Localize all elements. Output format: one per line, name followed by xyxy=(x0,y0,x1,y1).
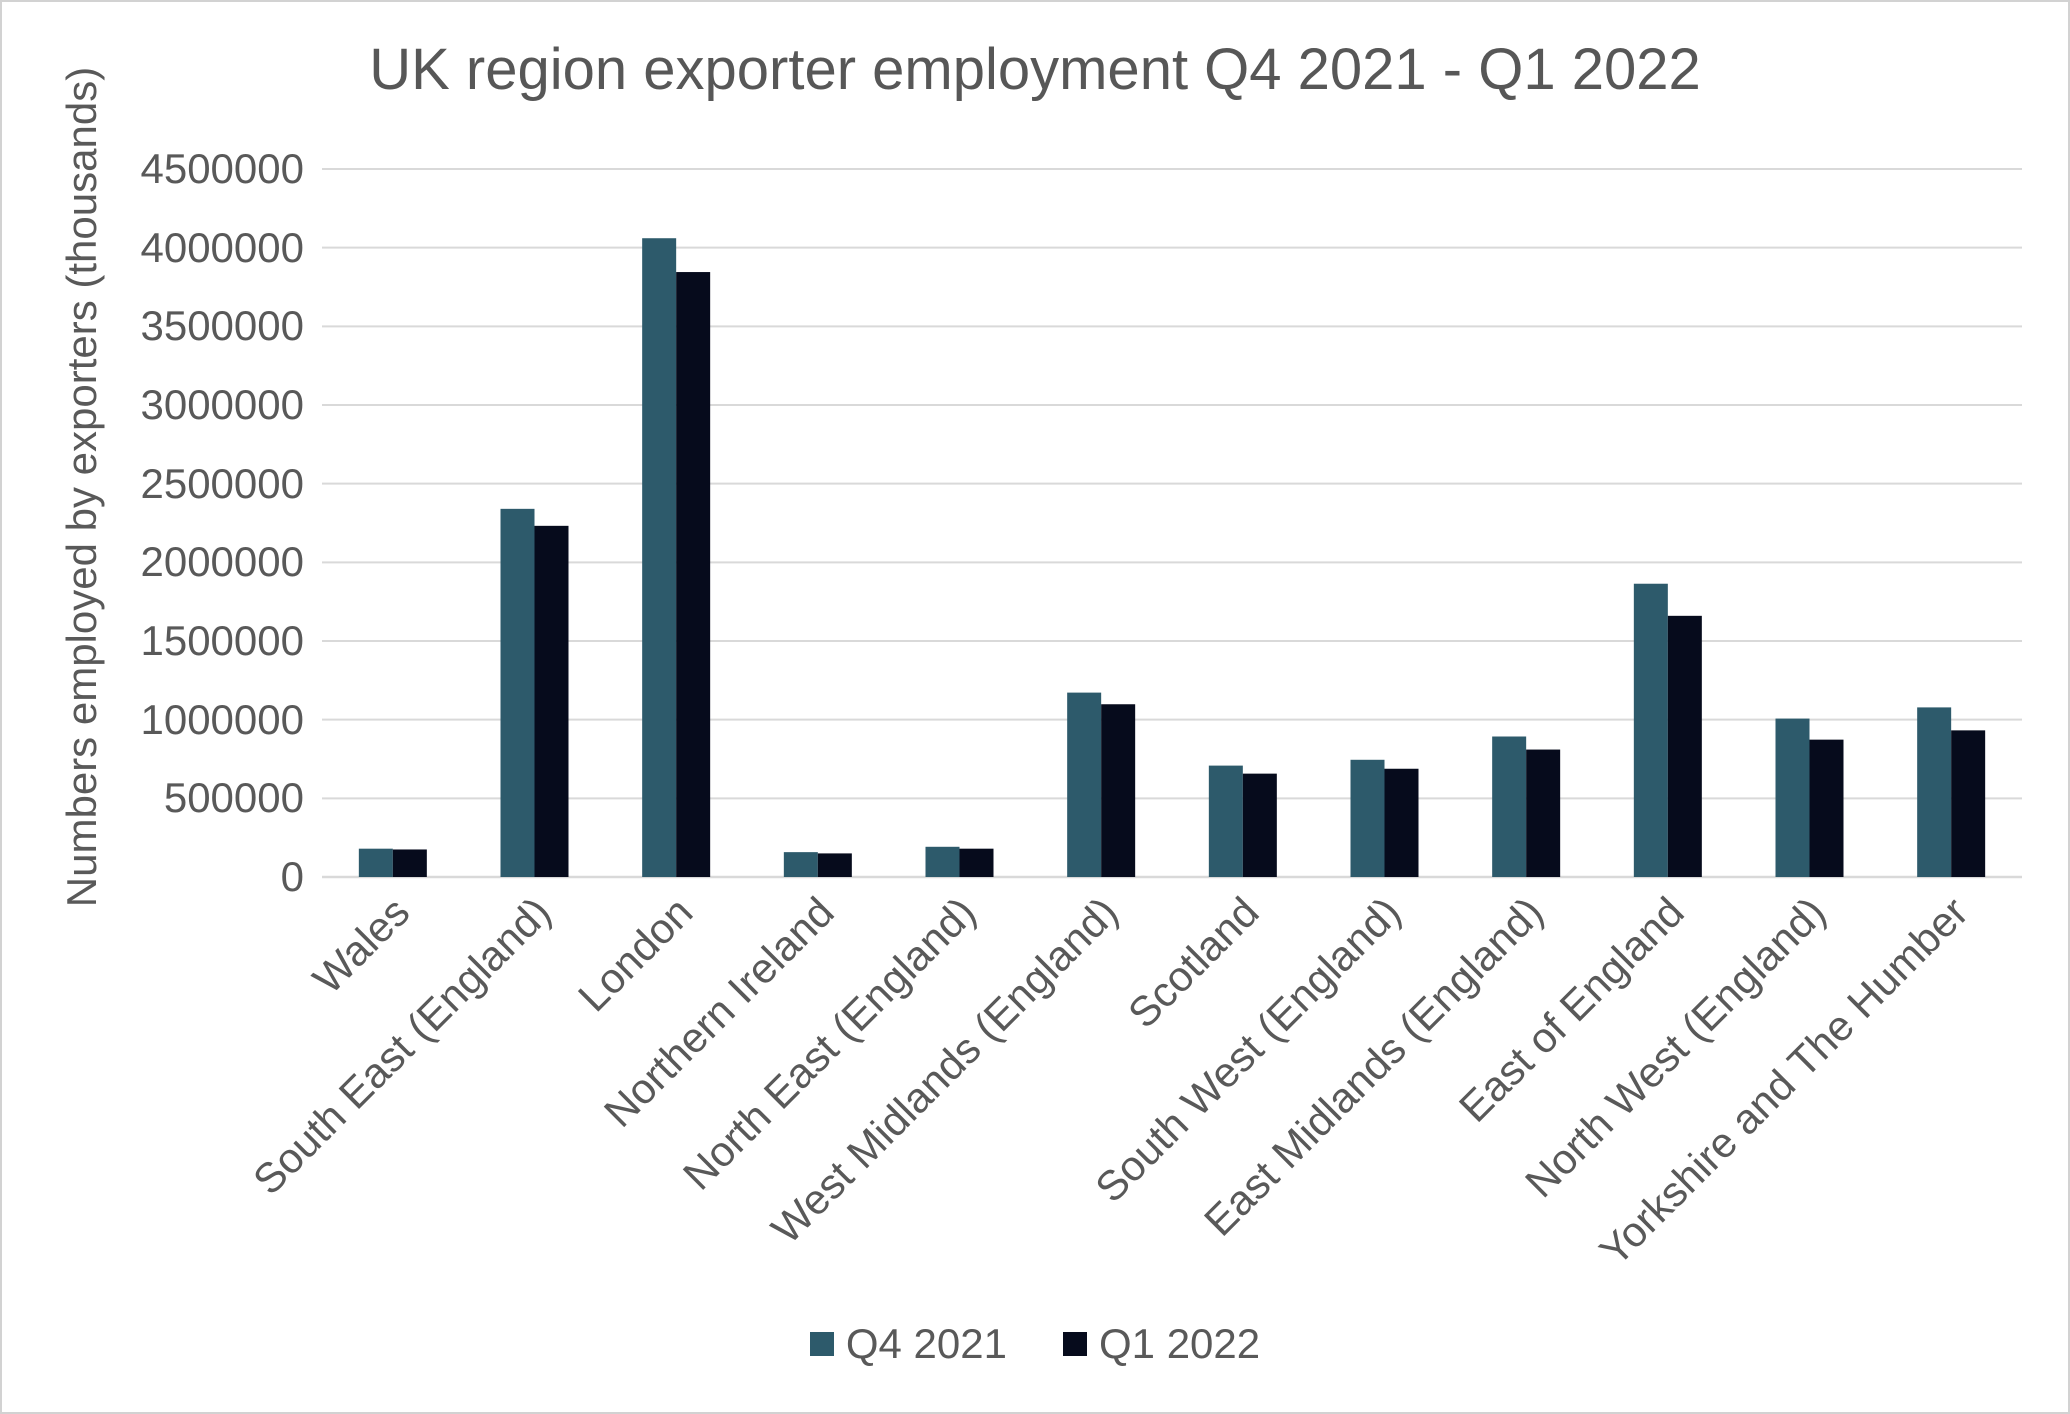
x-label-scotland: Scotland xyxy=(1119,888,1269,1037)
bar-q4-2021-wales xyxy=(358,848,393,877)
chart-title: UK region exporter employment Q4 2021 - … xyxy=(369,37,1701,102)
y-tick-label-500000: 500000 xyxy=(163,774,304,822)
legend-label-q4-2021: Q4 2021 xyxy=(845,1320,1007,1367)
y-tick-label-4000000: 4000000 xyxy=(140,223,304,271)
bar-q1-2022-yorkshire-and-the-humber xyxy=(1951,730,1986,877)
y-tick-label-3500000: 3500000 xyxy=(140,302,304,350)
x-label-london: London xyxy=(569,888,702,1021)
y-tick-label-2000000: 2000000 xyxy=(140,538,304,586)
bar-q4-2021-north-west-england xyxy=(1775,718,1810,877)
y-tick-label-0: 0 xyxy=(280,853,304,900)
bar-q1-2022-east-of-england xyxy=(1667,615,1702,877)
bar-q1-2022-wales xyxy=(392,849,427,877)
bar-q4-2021-london xyxy=(642,238,677,877)
bar-q1-2022-north-east-england xyxy=(959,848,994,877)
bar-q1-2022-east-midlands-england xyxy=(1526,749,1561,877)
bar-q1-2022-northern-ireland xyxy=(817,853,852,877)
legend: Q4 2021 Q1 2022 xyxy=(2,1320,2068,1368)
x-label-wales: Wales xyxy=(303,888,419,1003)
bar-q4-2021-east-midlands-england xyxy=(1492,736,1527,877)
legend-item-q4-2021: Q4 2021 xyxy=(809,1320,1007,1368)
bar-q1-2022-south-west-england xyxy=(1384,768,1419,877)
bar-q1-2022-west-midlands-england xyxy=(1101,704,1136,877)
legend-item-q1-2022: Q1 2022 xyxy=(1063,1320,1260,1368)
y-tick-label-1500000: 1500000 xyxy=(140,617,304,664)
y-tick-label-3000000: 3000000 xyxy=(140,381,304,428)
bar-q4-2021-north-east-england xyxy=(925,846,960,877)
legend-swatch-q4-2021 xyxy=(809,1332,834,1356)
bar-q4-2021-west-midlands-england xyxy=(1067,692,1102,877)
legend-swatch-q1-2022 xyxy=(1063,1332,1087,1356)
legend-label-q1-2022: Q1 2022 xyxy=(1099,1320,1261,1367)
bar-q1-2022-london xyxy=(676,272,711,877)
bar-q4-2021-south-east-england xyxy=(500,508,535,877)
y-tick-label-4500000: 4500000 xyxy=(140,145,304,192)
y-tick-label-1000000: 1000000 xyxy=(140,695,304,743)
bar-q4-2021-scotland xyxy=(1208,765,1243,877)
plot-area xyxy=(322,168,2022,879)
bar-q4-2021-south-west-england xyxy=(1350,759,1385,877)
bar-q4-2021-east-of-england xyxy=(1633,583,1668,877)
bar-q4-2021-northern-ireland xyxy=(783,852,818,877)
y-tick-label-2500000: 2500000 xyxy=(140,459,304,507)
bar-q1-2022-scotland xyxy=(1242,773,1277,877)
bar-q1-2022-south-east-england xyxy=(534,525,569,877)
bar-q1-2022-north-west-england xyxy=(1809,739,1844,877)
bar-q4-2021-yorkshire-and-the-humber xyxy=(1917,707,1952,877)
